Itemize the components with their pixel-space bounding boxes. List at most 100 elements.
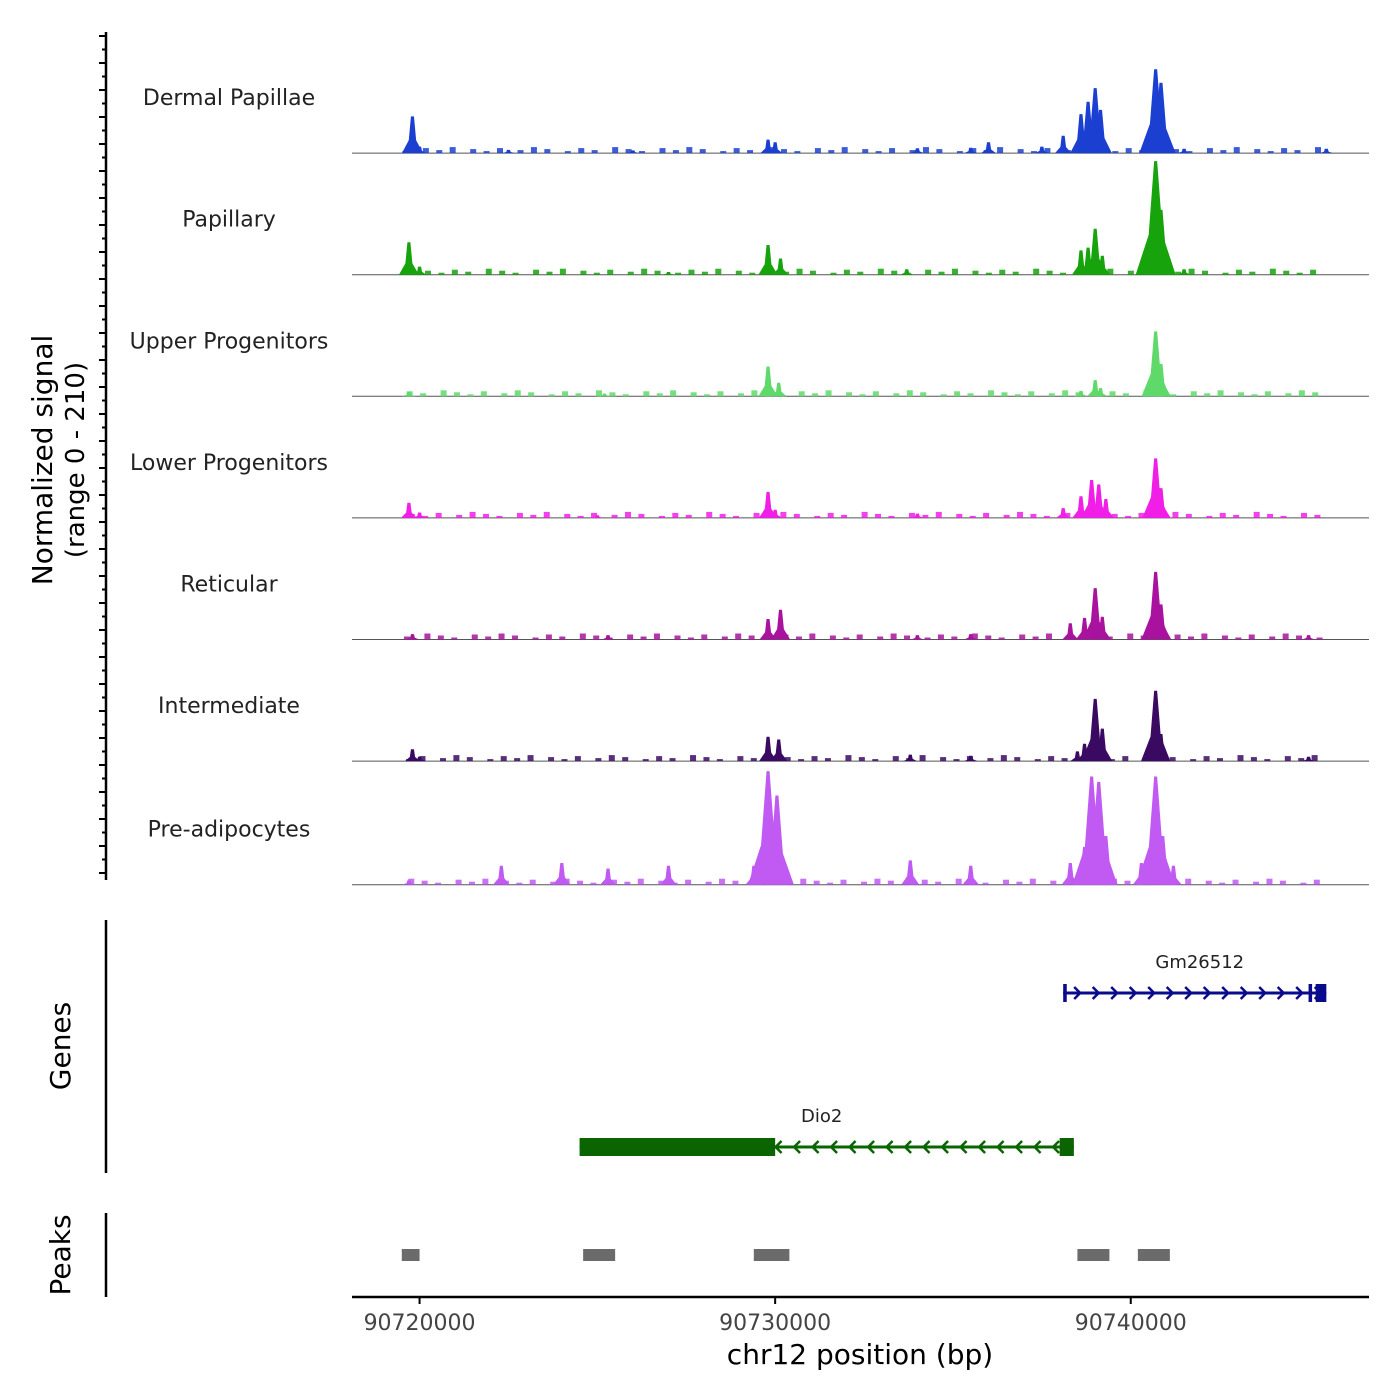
signal-noise	[1310, 269, 1317, 275]
signal-noise	[654, 270, 661, 275]
signal-noise	[550, 881, 557, 885]
signal-noise	[809, 633, 816, 640]
signal-noise	[1254, 149, 1261, 154]
signal-noise	[841, 147, 848, 154]
signal-noise	[1097, 881, 1104, 885]
signal-noise	[440, 390, 447, 397]
signal-noise	[1125, 148, 1132, 154]
signal-noise	[1206, 515, 1213, 518]
track-label: Pre-adipocytes	[148, 818, 311, 843]
gene-strand-arrow	[1091, 986, 1101, 1000]
signal-noise	[530, 514, 537, 518]
genes-panel-label: Genes	[44, 1002, 77, 1090]
signal-noise	[1127, 633, 1134, 640]
signal-noise	[715, 268, 722, 275]
signal-noise	[674, 635, 681, 640]
signal-noise	[1187, 636, 1194, 640]
signal-noise	[1137, 882, 1144, 885]
signal-noise	[888, 515, 895, 518]
signal-peak	[758, 244, 778, 275]
peak-region	[583, 1249, 616, 1261]
signal-noise	[1251, 394, 1258, 397]
signal-noise	[516, 512, 523, 518]
signal-noise	[470, 149, 477, 154]
gene-strand-arrow	[1014, 1140, 1023, 1154]
signal-noise	[856, 634, 863, 640]
signal-noise	[595, 758, 602, 762]
signal-noise	[1264, 759, 1271, 762]
signal-noise	[1075, 392, 1082, 397]
signal-noise	[1280, 515, 1287, 518]
signal-noise	[1281, 148, 1288, 154]
signal-noise	[1174, 634, 1181, 640]
signal-noise	[1232, 879, 1239, 885]
signal-noise	[455, 879, 462, 885]
gene-strand-arrow	[940, 1140, 949, 1154]
signal-peak	[772, 258, 789, 275]
gene-strand-arrow	[1276, 986, 1286, 1000]
signal-noise	[703, 757, 710, 762]
signal-noise	[1082, 755, 1089, 762]
signal-noise	[561, 759, 568, 762]
signal-noise	[737, 393, 744, 397]
gene-strand-arrow	[1051, 1140, 1060, 1154]
signal-noise	[1298, 758, 1305, 762]
track-dermal-papillae: Dermal Papillae	[143, 69, 1369, 154]
signal-noise	[690, 755, 697, 762]
signal-noise	[548, 757, 555, 762]
signal-noise	[580, 270, 587, 275]
signal-noise	[1267, 151, 1274, 154]
peaks-panel-label: Peaks	[44, 1214, 77, 1295]
gene-strand-arrow	[1165, 986, 1175, 1000]
signal-noise	[748, 635, 755, 640]
gene-strand-arrow	[1147, 986, 1156, 1000]
signal-noise	[638, 151, 645, 154]
signal-noise	[1030, 513, 1037, 518]
signal-noise	[532, 637, 539, 640]
signal-noise	[1283, 270, 1290, 275]
signal-noise	[862, 149, 869, 154]
signal-peak	[502, 149, 515, 154]
signal-noise	[653, 633, 660, 640]
signal-noise	[1142, 758, 1149, 762]
signal-noise	[889, 148, 896, 154]
signal-noise	[735, 270, 742, 275]
signal-peak	[759, 618, 777, 640]
signal-peak	[1089, 109, 1112, 154]
signal-noise	[1300, 882, 1307, 885]
signal-noise	[419, 756, 426, 762]
signal-noise	[1284, 756, 1291, 762]
signal-noise	[940, 394, 947, 397]
gene-exon	[1063, 984, 1067, 1002]
signal-noise	[1063, 882, 1070, 885]
signal-noise	[591, 512, 598, 518]
signal-noise	[591, 150, 598, 154]
signal-noise	[735, 633, 742, 640]
signal-noise	[982, 882, 989, 885]
gene-exon	[1308, 984, 1313, 1002]
signal-noise	[795, 636, 802, 640]
signal-noise	[840, 879, 847, 885]
signal-noise	[454, 392, 461, 397]
signal-noise	[1064, 512, 1071, 518]
signal-noise	[544, 149, 551, 154]
signal-noise	[733, 515, 740, 518]
signal-noise	[1222, 272, 1229, 275]
signal-noise	[425, 270, 432, 275]
signal-noise	[769, 637, 776, 640]
gene-dio2: Dio2	[579, 1106, 1074, 1156]
signal-noise	[1043, 515, 1050, 518]
gene-strand-arrow	[1032, 1140, 1042, 1154]
signal-noise	[1062, 390, 1069, 397]
signal-noise	[456, 514, 463, 518]
signal-peak	[1150, 836, 1175, 885]
signal-noise	[890, 633, 897, 640]
signal-peak	[1165, 865, 1182, 885]
signal-noise	[480, 391, 487, 397]
signal-peak	[1093, 388, 1108, 397]
signal-noise	[502, 880, 509, 885]
signal-noise	[593, 635, 600, 640]
gene-strand-arrow	[958, 1140, 968, 1154]
gene-strand-arrow	[1184, 986, 1193, 1000]
